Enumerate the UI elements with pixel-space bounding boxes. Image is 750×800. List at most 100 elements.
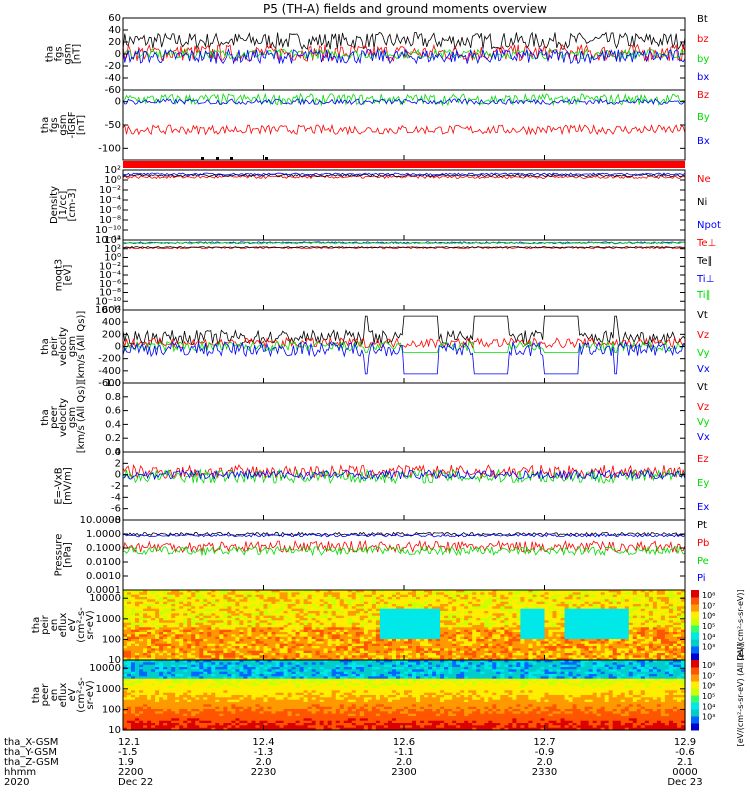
spectrogram-cell	[347, 657, 353, 661]
spectrogram-cell	[552, 627, 558, 631]
spectrogram-cell	[548, 622, 554, 626]
spectrogram-cell	[383, 599, 389, 603]
spectrogram-cell	[123, 690, 128, 694]
spectrogram-cell	[568, 634, 574, 638]
y-tick-label: 0.8	[105, 392, 121, 403]
spectrogram-cell	[673, 597, 678, 600]
spectrogram-cell	[131, 723, 136, 726]
spectrogram-cell	[207, 597, 212, 600]
spectrogram-cell	[464, 613, 469, 617]
spectrogram-cell	[163, 676, 168, 680]
spectrogram-cell	[359, 657, 365, 661]
spectrogram-cell	[540, 618, 546, 621]
spectrogram-cell	[484, 622, 489, 626]
spectrogram-cell	[163, 636, 168, 640]
spectrogram-cell	[243, 639, 248, 642]
spectrogram-cell	[572, 594, 578, 598]
spectrogram-cell	[143, 664, 148, 668]
spectrogram-cell	[375, 648, 381, 652]
spectrogram-cell	[564, 597, 570, 600]
spectrogram-cell	[151, 650, 156, 654]
spectrogram-cell	[596, 604, 602, 607]
spectrogram-cell	[412, 613, 417, 617]
spectrogram-cell	[175, 690, 180, 694]
spectrogram-cell	[187, 601, 192, 605]
spectrogram-cell	[135, 599, 140, 603]
spectrogram-cell	[604, 634, 610, 638]
spectrogram-cell	[211, 618, 216, 621]
spectrogram-cell	[588, 613, 594, 617]
spectrogram-cell	[367, 625, 373, 628]
spectrogram-cell	[159, 685, 164, 689]
spectrogram-cell	[171, 725, 176, 729]
y-tick-label: 10⁻¹²	[95, 305, 121, 316]
spectrogram-cell	[404, 590, 409, 593]
spectrogram-cell	[400, 604, 405, 607]
spectrogram-cell	[464, 599, 469, 603]
spectrogram-cell	[668, 597, 674, 600]
spectrogram-cell	[488, 620, 493, 624]
spectrogram-cell	[135, 676, 140, 680]
spectrogram-cell	[191, 601, 196, 605]
spectrogram-cell	[428, 613, 433, 617]
spectrogram-cell	[572, 641, 578, 645]
spectrogram-cell	[652, 648, 658, 652]
spectrogram-cell	[632, 655, 638, 659]
spectrogram-cell	[139, 639, 144, 642]
spectrogram-cell	[163, 599, 168, 603]
spectrogram-cell	[127, 622, 132, 626]
spectrogram-cell	[211, 611, 216, 614]
spectrogram-cell	[476, 613, 481, 617]
spectrogram-cell	[219, 599, 224, 603]
spectrogram-cell	[668, 653, 674, 656]
spectrogram-cell	[387, 608, 393, 612]
spectrogram-cell	[271, 643, 277, 647]
spectrogram-cell	[219, 648, 224, 652]
spectrogram-cell	[540, 632, 546, 635]
spectrogram-cell	[556, 604, 562, 607]
spectrogram-cell	[295, 653, 301, 656]
spectrogram-cell	[339, 627, 345, 631]
spectrogram-cell	[207, 622, 212, 626]
spectrogram-cell	[412, 608, 417, 612]
spectrogram-cell	[664, 639, 670, 642]
spectrogram-cell	[660, 608, 666, 612]
spectrogram-cell	[323, 597, 329, 600]
spectrogram-cell	[179, 618, 184, 621]
spectrogram-cell	[404, 601, 409, 605]
spectrogram-cell	[199, 590, 204, 593]
spectrogram-cell	[616, 648, 622, 652]
spectrogram-cell	[343, 653, 349, 656]
spectrogram-cell	[323, 648, 329, 652]
spectrogram-cell	[351, 604, 357, 607]
spectrogram-cell	[227, 608, 232, 612]
spectrogram-cell	[135, 592, 140, 596]
spectrogram-cell	[620, 622, 626, 626]
spectrogram-cell	[287, 650, 293, 654]
spectrogram-cell	[167, 718, 172, 722]
spectrogram-cell	[456, 620, 461, 624]
spectrogram-cell	[540, 627, 546, 631]
spectrogram-cell	[584, 655, 590, 659]
spectrogram-cell	[143, 641, 148, 645]
spectrogram-cell	[167, 681, 172, 684]
spectrogram-cell	[367, 646, 373, 649]
spectrogram-cell	[652, 608, 658, 612]
spectrogram-cell	[420, 601, 425, 605]
spectrogram-cell	[175, 636, 180, 640]
spectrogram-cell	[516, 594, 521, 598]
spectrogram-cell	[355, 615, 361, 619]
spectrogram-cell	[375, 590, 381, 593]
spectrogram-cell	[183, 634, 188, 638]
spectrogram-cell	[600, 639, 606, 642]
spectrogram-cell	[673, 653, 678, 656]
spectrogram-cell	[307, 608, 313, 612]
spectrogram-cell	[552, 620, 558, 624]
spectrogram-cell	[396, 646, 401, 649]
spectrogram-cell	[476, 625, 481, 628]
spectrogram-cell	[592, 629, 598, 633]
spectrogram-cell	[677, 625, 682, 628]
spectrogram-cell	[604, 613, 610, 617]
spectrogram-cell	[440, 636, 445, 640]
spectrogram-cell	[231, 599, 236, 603]
